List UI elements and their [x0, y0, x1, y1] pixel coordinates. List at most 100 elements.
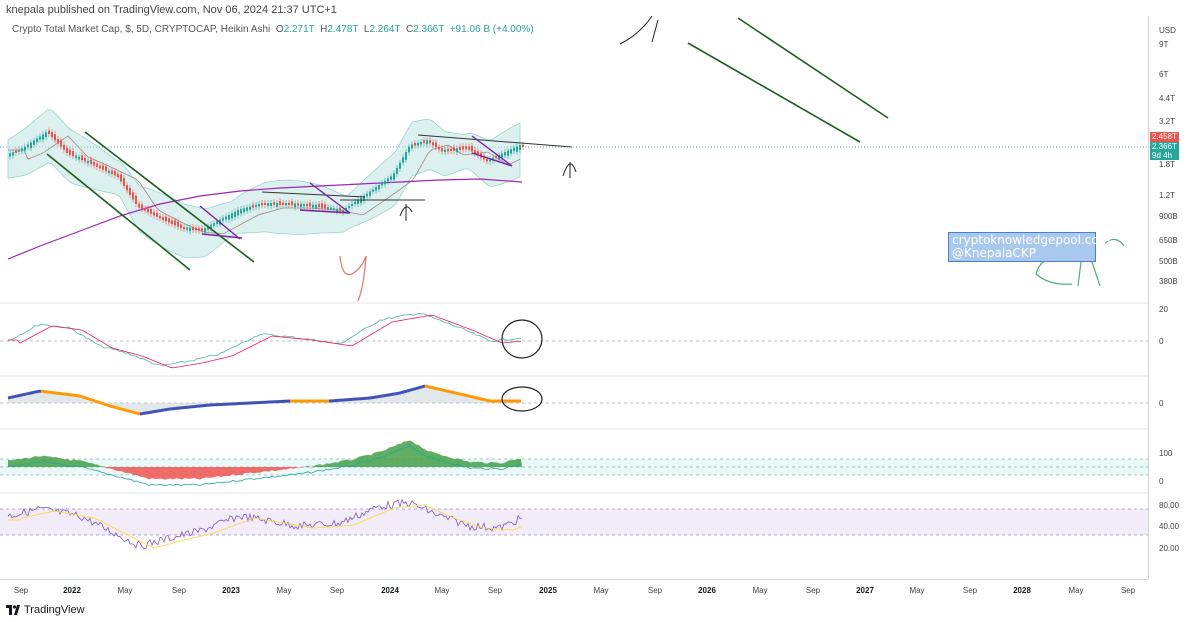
candle-body [231, 213, 233, 219]
ao-segment [379, 394, 384, 398]
ao-segment [406, 388, 411, 393]
candle-body [9, 153, 11, 157]
ao-segment [28, 391, 33, 395]
watermark-site: cryptoknowledgepool.com [952, 233, 1111, 247]
candle-body [48, 130, 50, 135]
candle-body [24, 146, 26, 151]
ao-segment [115, 406, 120, 410]
ao-segment [382, 393, 387, 398]
candle-body [90, 159, 92, 165]
ao-segment [385, 393, 390, 397]
dmi-band [0, 459, 1148, 475]
candle-body [450, 148, 452, 152]
candle-body [522, 144, 524, 147]
arrow-up-annotation [562, 162, 577, 178]
ao-segment [136, 411, 141, 416]
dmi-negative-area [8, 467, 522, 480]
ao-segment [376, 394, 381, 399]
time-tick-label: 2027 [856, 586, 874, 595]
ao-segment [25, 391, 30, 396]
time-tick-label: Sep [14, 586, 29, 595]
candle-body [324, 204, 326, 209]
candle-body [441, 148, 443, 152]
candle-body [12, 152, 14, 156]
ao-segment [127, 409, 132, 414]
trendline [687, 42, 861, 143]
candle-body [432, 142, 434, 146]
ao-segment [166, 407, 171, 411]
dmi-tick-label: 100 [1159, 449, 1173, 458]
ao-segment [94, 399, 99, 404]
candle-body [390, 176, 392, 180]
ao-segment [394, 391, 399, 396]
candle-body [228, 214, 230, 220]
ao-segment [97, 400, 102, 405]
candle-body [213, 223, 215, 226]
candle-body [216, 221, 218, 225]
time-tick-label: May [117, 586, 132, 595]
ao-segment [145, 411, 150, 415]
candle-body [303, 204, 305, 207]
candle-body [147, 208, 149, 213]
open-label: O [275, 24, 284, 35]
candle-body [195, 227, 197, 231]
ao-segment [91, 398, 96, 403]
macd-tick-label: 20 [1159, 305, 1168, 314]
ao-segment [133, 410, 138, 415]
ao-segment [109, 404, 114, 409]
footer[interactable]: TradingView [6, 604, 85, 616]
candle-body [132, 192, 134, 200]
candle-body [474, 150, 476, 154]
ao-segment [124, 408, 129, 413]
candle-body [84, 157, 86, 162]
macd-signal-line [8, 314, 522, 369]
ao-segment [475, 396, 480, 400]
ao-segment [154, 409, 159, 413]
candle-body [162, 217, 164, 220]
ao-segment [481, 397, 486, 402]
candle-body [198, 228, 200, 231]
candle-body [291, 201, 293, 206]
ao-segment [31, 390, 36, 395]
price-axis[interactable]: USD 9T 6T 4.4T 3.2T 1.8T 1.2T 900B 650B 500B 380B 2… [1148, 16, 1200, 579]
candle-body [285, 203, 287, 206]
candle-body [66, 147, 68, 153]
wedge-line [471, 135, 513, 167]
candle-body [264, 202, 266, 205]
candle-body [435, 142, 437, 148]
candle-body [276, 203, 278, 207]
price-tick-label: 6T [1159, 70, 1168, 79]
ao-segment [151, 410, 156, 414]
ao-segment [79, 394, 84, 399]
candle-body [471, 145, 473, 152]
candle-body [405, 152, 407, 160]
candle-body [420, 141, 422, 145]
ao-segment [439, 387, 444, 392]
ao-segment [139, 412, 144, 416]
candle-body [315, 204, 317, 209]
ao-segment [88, 397, 93, 402]
ao-tick-label: 0 [1159, 399, 1164, 408]
candle-body [87, 160, 89, 164]
high-label: H [320, 24, 328, 35]
candle-body [168, 218, 170, 223]
ao-segment [130, 410, 135, 414]
ao-segment [442, 388, 447, 393]
price-tick-label: 650B [1159, 236, 1178, 245]
candle-body [318, 203, 320, 208]
main-chart[interactable] [0, 16, 1148, 579]
candle-body [402, 157, 404, 163]
ao-segment [433, 386, 438, 391]
time-tick-label: May [752, 586, 767, 595]
time-tick-label: Sep [806, 586, 821, 595]
time-axis[interactable]: Sep 2022 May Sep 2023 May Sep 2024 May Sep 2025 May… [0, 579, 1148, 600]
wedge-line [299, 209, 351, 214]
candle-body [150, 209, 152, 214]
candle-body [63, 144, 65, 150]
currency-label: USD [1159, 26, 1176, 35]
ao-segment [436, 387, 441, 391]
ink-y-stroke [339, 255, 367, 302]
candle-body [447, 148, 449, 152]
ao-segment [373, 395, 378, 399]
candle-body [519, 145, 521, 150]
